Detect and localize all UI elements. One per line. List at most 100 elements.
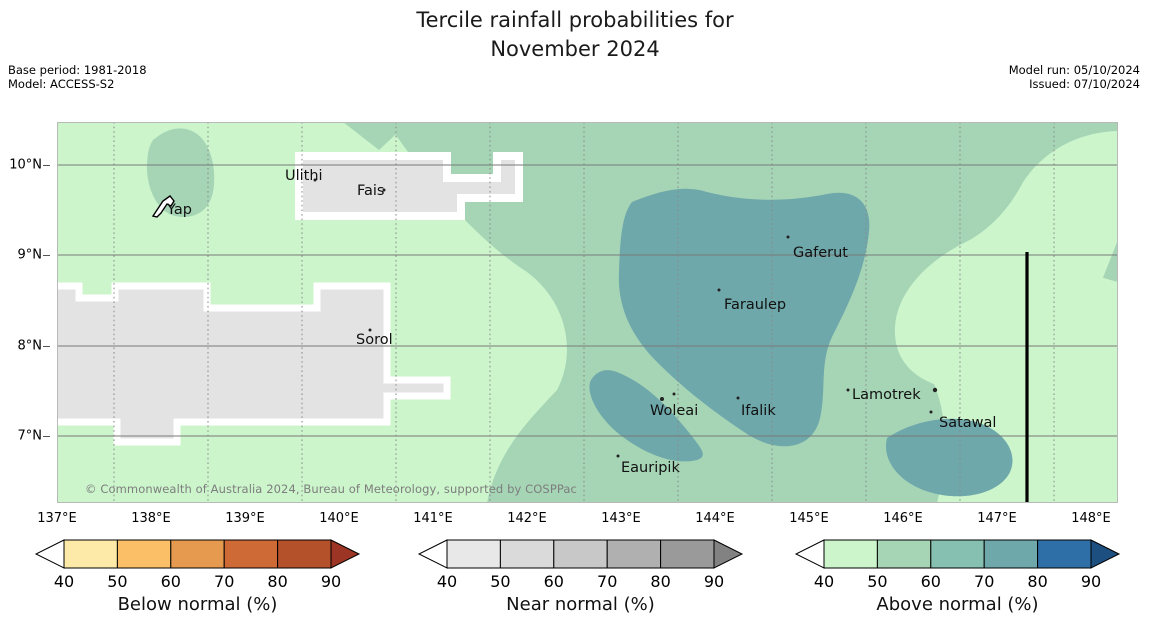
colorbar-above-normal: 40 50 60 70 80 90 Above normal (%) <box>766 534 1149 644</box>
colorbar-under-arrow <box>417 539 448 569</box>
colorbar-caption: Near normal (%) <box>506 594 655 615</box>
latitude-axis: 10°N 9°N 8°N 7°N <box>0 122 50 503</box>
place-label-satawal: Satawal <box>939 415 996 431</box>
colorbar-swatches <box>417 539 744 569</box>
colorbar-segment <box>553 539 608 569</box>
colorbar-swatches <box>34 539 361 569</box>
lat-tick-label: 9°N <box>17 247 43 263</box>
region-above-60-70-tail <box>589 370 703 462</box>
colorbar-over-arrow <box>713 539 744 569</box>
colorbar-tick-label: 60 <box>543 572 564 591</box>
region-near-40-50-fais <box>299 156 519 216</box>
colorbar-tick-label: 70 <box>597 572 618 591</box>
colorbar-segment <box>116 539 172 569</box>
colorbar-segment <box>876 539 932 569</box>
region-above-40-50-sliver <box>907 326 957 336</box>
colorbar-tick-label: 70 <box>214 572 235 591</box>
longitude-axis: 137°E 138°E 139°E 140°E 141°E 142°E 143°E 144°E… <box>0 503 1150 533</box>
lon-tick-label: 141°E <box>413 511 453 526</box>
lat-tick-label: 8°N <box>17 338 43 354</box>
longitude-gridlines <box>113 122 1055 503</box>
yap-island-shape <box>151 195 175 218</box>
base-period-text: Base period: 1981-2018 <box>8 63 147 77</box>
lon-tick-label: 138°E <box>131 511 171 526</box>
colorbar-ticks: 40 50 60 70 80 90 <box>389 572 772 594</box>
colorbar-ticks: 40 50 60 70 80 90 <box>766 572 1149 594</box>
colorbar-tick-label: 90 <box>703 572 725 591</box>
lon-tick-label: 137°E <box>37 511 77 526</box>
lat-tick-label: 7°N <box>17 428 43 444</box>
colorbar-tick-label: 40 <box>813 572 835 591</box>
colorbar-tick-label: 90 <box>1080 572 1102 591</box>
colorbar-tick-label: 50 <box>867 572 888 591</box>
colorbar-caption: Above normal (%) <box>876 594 1039 615</box>
page-title-line2: November 2024 <box>490 37 660 61</box>
colorbar-segment <box>223 539 279 569</box>
lat-tick-mark <box>43 255 50 256</box>
map-svg: Yap Ulithi Fais Sorol Gaferut Faraulep W… <box>57 122 1118 503</box>
place-label-eauripik: Eauripik <box>621 460 680 476</box>
lon-tick-label: 142°E <box>507 511 547 526</box>
region-above-50-60-yap <box>147 128 215 217</box>
metadata-right: Model run: 05/10/2024 Issued: 07/10/2024 <box>1009 63 1140 91</box>
colorbar-tick-label: 40 <box>436 572 458 591</box>
colorbar-tick-label: 60 <box>920 572 941 591</box>
place-label-sorol: Sorol <box>356 332 393 348</box>
place-label-fais: Fais <box>357 183 384 199</box>
colorbar-segment <box>446 539 501 569</box>
colorbar-tick-label: 80 <box>1027 572 1048 591</box>
colorbar-segment <box>660 539 715 569</box>
colorbar-segment <box>983 539 1039 569</box>
colorbar-segment <box>277 539 332 569</box>
colorbar-segment <box>170 539 225 569</box>
lon-tick-label: 146°E <box>883 511 923 526</box>
colorbar-tick-label: 90 <box>320 572 342 591</box>
colorbar-under-arrow <box>34 539 65 569</box>
colorbar-near-normal: 40 50 60 70 80 90 Near normal (%) <box>389 534 772 644</box>
lon-tick-label: 145°E <box>789 511 829 526</box>
page-title: Tercile rainfall probabilities for Novem… <box>0 6 1150 64</box>
region-above-50-60-top <box>343 122 409 150</box>
model-text: Model: ACCESS-S2 <box>8 77 115 91</box>
colorbar-tick-label: 60 <box>160 572 181 591</box>
lat-tick-label: 10°N <box>9 157 42 173</box>
colorbar-segment <box>1037 539 1092 569</box>
lon-tick-label: 143°E <box>601 511 641 526</box>
lon-tick-label: 139°E <box>225 511 265 526</box>
map-panel: Yap Ulithi Fais Sorol Gaferut Faraulep W… <box>57 122 1118 503</box>
lon-tick-label: 140°E <box>319 511 359 526</box>
lat-tick-mark <box>43 346 50 347</box>
place-label-faraulep: Faraulep <box>724 297 786 313</box>
place-label-lamotrek: Lamotrek <box>852 387 921 403</box>
latitude-gridlines <box>57 164 1118 437</box>
colorbar-ticks: 40 50 60 70 80 90 <box>6 572 389 594</box>
region-above-60-70-central <box>618 188 870 447</box>
region-near-boundary-white-fais <box>295 152 523 220</box>
place-label-ulithi: Ulithi <box>285 168 323 184</box>
region-above-40-50-east <box>894 131 1118 392</box>
place-label-ifalik: Ifalik <box>741 403 776 419</box>
colorbar-tick-label: 80 <box>267 572 288 591</box>
map-credit: © Commonwealth of Australia 2024, Bureau… <box>85 482 577 496</box>
colorbar-segment <box>823 539 878 569</box>
colorbar-segment <box>63 539 118 569</box>
place-label-yap: Yap <box>166 202 192 218</box>
lat-tick-mark <box>43 436 50 437</box>
lon-tick-label: 144°E <box>695 511 735 526</box>
colorbar-caption: Below normal (%) <box>117 594 278 615</box>
place-label-woleai: Woleai <box>650 403 698 419</box>
issued-text: Issued: 07/10/2024 <box>1029 77 1140 91</box>
lon-tick-label: 148°E <box>1071 511 1111 526</box>
colorbar-tick-label: 70 <box>974 572 995 591</box>
colorbar-over-arrow <box>330 539 361 569</box>
page-title-line1: Tercile rainfall probabilities for <box>416 8 734 32</box>
region-near-boundary-white <box>57 282 451 446</box>
model-run-text: Model run: 05/10/2024 <box>1008 63 1140 77</box>
colorbar-tick-label: 40 <box>53 572 75 591</box>
metadata-left: Base period: 1981-2018 Model: ACCESS-S2 <box>8 63 147 91</box>
place-markers <box>313 178 938 458</box>
region-above-60-70-satawal <box>885 418 1013 497</box>
colorbar-tick-label: 50 <box>107 572 128 591</box>
map-frame <box>57 122 1118 503</box>
